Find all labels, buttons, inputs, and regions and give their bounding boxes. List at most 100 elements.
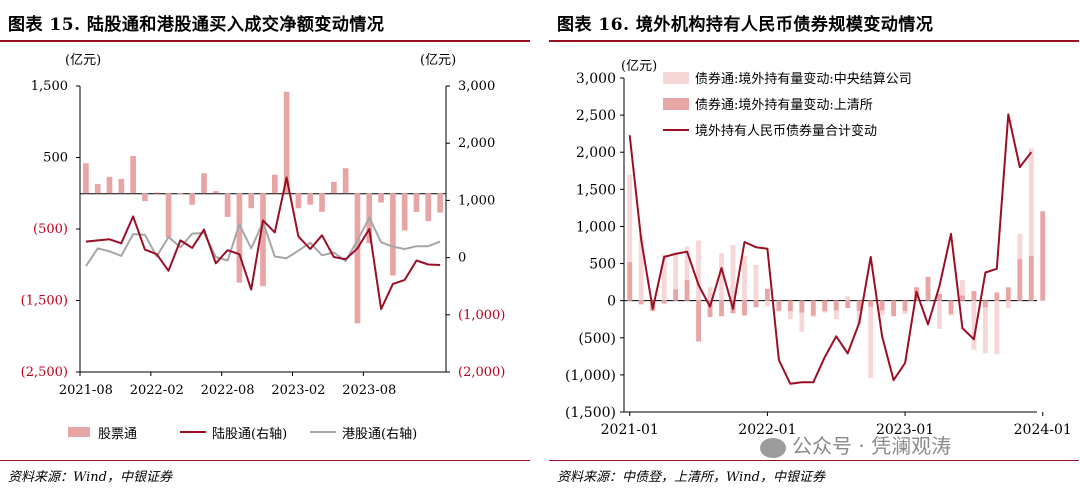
x-tick-label: 2024-01 <box>1014 422 1072 438</box>
x-tick-label: 2022-02 <box>130 383 184 398</box>
bar-shclearing <box>810 300 816 316</box>
source-rule <box>549 460 1079 461</box>
bar-gupiaotong <box>212 191 219 194</box>
bar-gupiaotong <box>283 91 290 194</box>
bar-shclearing <box>868 300 874 307</box>
bar-shclearing <box>1005 287 1011 301</box>
chart-15-canvas: (亿元) (亿元) 1,500 500 (500) (1,500) (2,500) 3,000… <box>21 53 506 442</box>
bar-shclearing <box>879 300 885 311</box>
bar-gupiaotong <box>354 193 361 324</box>
bar-shclearing <box>822 300 828 312</box>
left-tick-label: (1,500) <box>21 294 68 309</box>
bar-shclearing <box>982 300 988 308</box>
bar-gupiaotong <box>260 193 266 287</box>
right-unit-label: (亿元) <box>420 53 456 68</box>
x-tick-label: 2022-01 <box>738 422 796 438</box>
legend-label-ganggutong: 港股通(右轴) <box>342 427 417 442</box>
bar-shclearing <box>719 300 724 317</box>
bar-shclearing <box>753 300 759 308</box>
bar-chinabond <box>937 300 942 329</box>
right-tick-label: (1,000) <box>458 308 505 323</box>
left-unit-label: (亿元) <box>65 53 101 68</box>
bar-gupiaotong <box>201 173 207 194</box>
bar-chinabond <box>719 253 724 301</box>
chart-panel-16: 图表 16. 境外机构持有人民币债券规模变动情况 (亿元) 3,000 2,500 2… <box>549 0 1079 492</box>
y-tick-label: 0 <box>607 294 616 310</box>
bar-gupiaotong <box>118 178 125 194</box>
bar-chinabond <box>753 265 759 301</box>
chart-16-canvas: (亿元) 3,000 2,500 2,000 1,500 1,000 500 0 (500) (1… <box>565 59 1072 438</box>
bar-shclearing <box>902 300 908 312</box>
x-tick-label: 2023-01 <box>876 422 934 438</box>
bar-chinabond <box>1028 148 1034 301</box>
bar-shclearing <box>948 300 954 315</box>
bar-shclearing <box>1040 211 1046 301</box>
bar-shclearing <box>994 292 1000 301</box>
left-tick-label: (500) <box>33 222 68 237</box>
bar-shclearing <box>696 300 701 342</box>
bar-chinabond <box>638 235 644 301</box>
legend-label-chinabond: 债券通:境外持有量变动:中央结算公司 <box>695 71 912 87</box>
bar-shclearing <box>960 295 965 301</box>
x-tick-label: 2023-02 <box>271 383 325 398</box>
y-tick-label: 2,000 <box>576 145 616 161</box>
chart-title: 图表 15. 陆股通和港股通买入成交净额变动情况 <box>8 15 385 35</box>
bar-gupiaotong <box>378 193 384 203</box>
watermark: 公众号 · 凭澜观涛 <box>760 430 951 459</box>
bar-chinabond <box>994 300 1000 355</box>
bar-chinabond <box>684 246 690 301</box>
bar-shclearing <box>1028 256 1034 301</box>
bar-shclearing <box>845 300 851 309</box>
legend-label-shclearing: 债券通:境外持有量变动:上清所 <box>695 97 873 113</box>
bar-shclearing <box>742 300 747 316</box>
bar-shclearing <box>638 300 644 305</box>
bar-shclearing <box>1017 259 1023 301</box>
bar-chinabond <box>960 279 965 301</box>
legend-label-total: 境外持有人民币债券量合计变动 <box>695 123 877 139</box>
bar-shclearing <box>707 300 713 317</box>
bar-gupiaotong <box>390 193 396 276</box>
bar-shclearing <box>776 300 782 312</box>
bar-shclearing <box>673 289 679 301</box>
bar-chinabond <box>673 252 679 301</box>
bar-chinabond <box>707 287 713 301</box>
left-tick-label: 500 <box>43 151 68 166</box>
bar-chinabond <box>627 174 633 301</box>
bar-chinabond <box>1005 300 1011 309</box>
line-lugutong <box>85 176 441 311</box>
bar-gupiaotong <box>413 193 420 212</box>
bar-gupiaotong <box>130 156 136 194</box>
y-tick-label: 1,000 <box>576 219 616 235</box>
legend-swatch-gupiaotong <box>68 427 90 437</box>
bar-gupiaotong <box>236 193 243 283</box>
bar-shclearing <box>971 291 977 301</box>
y-tick-label: 500 <box>589 257 616 273</box>
bar-shclearing <box>787 300 793 312</box>
left-tick-label: 1,500 <box>31 79 68 94</box>
bar-shclearing <box>925 276 931 301</box>
bar-gupiaotong <box>177 193 184 195</box>
bar-gupiaotong <box>437 193 443 213</box>
bar-chinabond <box>764 300 770 307</box>
y-tick-label: (500) <box>578 331 616 347</box>
bar-gupiaotong <box>153 192 160 194</box>
bar-gupiaotong <box>271 174 278 194</box>
bar-gupiaotong <box>331 181 337 194</box>
title-rule <box>549 40 1079 42</box>
x-tick-label: 2021-01 <box>601 422 659 438</box>
bar-chinabond <box>742 256 747 301</box>
y-tick-label: 1,500 <box>576 182 616 198</box>
line-total-change <box>628 113 1033 385</box>
bar-chinabond <box>868 300 874 378</box>
legend-label-gupiaotong: 股票通 <box>98 427 137 442</box>
bar-gupiaotong <box>189 193 195 205</box>
bar-shclearing <box>684 279 690 301</box>
bar-chinabond <box>661 254 667 301</box>
legend-swatch-shclearing <box>663 98 689 110</box>
chart-title: 图表 16. 境外机构持有人民币债券规模变动情况 <box>557 15 934 35</box>
bar-gupiaotong <box>106 176 113 194</box>
bar-gupiaotong <box>319 193 325 212</box>
right-tick-label: (2,000) <box>458 365 505 380</box>
y-tick-label: (1,500) <box>565 405 616 421</box>
bar-gupiaotong <box>342 168 349 194</box>
